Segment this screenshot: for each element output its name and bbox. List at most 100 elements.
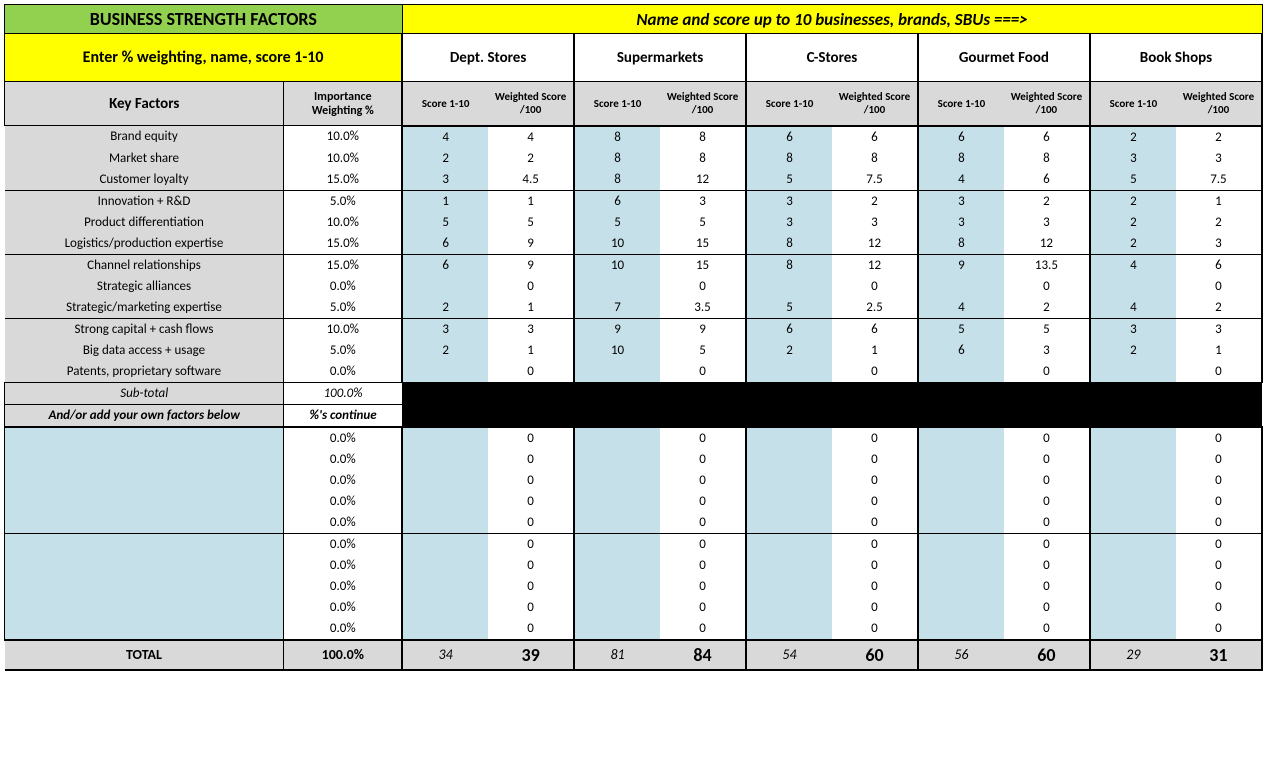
- business-name[interactable]: Gourmet Food: [918, 34, 1090, 82]
- score-cell[interactable]: [574, 361, 660, 383]
- custom-score[interactable]: [746, 512, 832, 534]
- score-cell[interactable]: 3: [1090, 148, 1176, 169]
- score-cell[interactable]: [402, 276, 488, 297]
- custom-weight[interactable]: 0.0%: [284, 491, 402, 512]
- score-cell[interactable]: 5: [574, 212, 660, 233]
- factor-weight[interactable]: 10.0%: [284, 318, 402, 340]
- custom-score[interactable]: [402, 618, 488, 640]
- score-cell[interactable]: 9: [918, 254, 1004, 276]
- score-cell[interactable]: 6: [746, 318, 832, 340]
- score-cell[interactable]: 3: [918, 190, 1004, 212]
- custom-score[interactable]: [574, 470, 660, 491]
- score-cell[interactable]: 4: [918, 169, 1004, 191]
- score-cell[interactable]: 6: [918, 340, 1004, 361]
- score-cell[interactable]: 5: [746, 169, 832, 191]
- custom-score[interactable]: [574, 512, 660, 534]
- score-cell[interactable]: 8: [574, 126, 660, 148]
- custom-score[interactable]: [402, 533, 488, 555]
- custom-score[interactable]: [402, 470, 488, 491]
- custom-score[interactable]: [918, 427, 1004, 449]
- business-name[interactable]: Supermarkets: [574, 34, 746, 82]
- custom-score[interactable]: [402, 491, 488, 512]
- score-cell[interactable]: 2: [402, 340, 488, 361]
- factor-weight[interactable]: 0.0%: [284, 276, 402, 297]
- score-cell[interactable]: [918, 276, 1004, 297]
- custom-factor-name[interactable]: [5, 597, 284, 618]
- score-cell[interactable]: 4: [918, 297, 1004, 319]
- custom-score[interactable]: [1090, 449, 1176, 470]
- score-cell[interactable]: [746, 361, 832, 383]
- score-cell[interactable]: 10: [574, 233, 660, 255]
- score-cell[interactable]: 6: [746, 126, 832, 148]
- score-cell[interactable]: 2: [1090, 212, 1176, 233]
- custom-factor-name[interactable]: [5, 427, 284, 449]
- custom-score[interactable]: [1090, 533, 1176, 555]
- custom-weight[interactable]: 0.0%: [284, 449, 402, 470]
- custom-score[interactable]: [574, 533, 660, 555]
- custom-score[interactable]: [402, 576, 488, 597]
- score-cell[interactable]: 4: [1090, 254, 1176, 276]
- custom-score[interactable]: [574, 427, 660, 449]
- custom-factor-name[interactable]: [5, 491, 284, 512]
- factor-weight[interactable]: 10.0%: [284, 148, 402, 169]
- custom-weight[interactable]: 0.0%: [284, 427, 402, 449]
- custom-score[interactable]: [746, 576, 832, 597]
- score-cell[interactable]: 3: [746, 212, 832, 233]
- score-cell[interactable]: 1: [402, 190, 488, 212]
- score-cell[interactable]: 8: [918, 233, 1004, 255]
- factor-weight[interactable]: 15.0%: [284, 233, 402, 255]
- custom-score[interactable]: [574, 597, 660, 618]
- score-cell[interactable]: 3: [402, 169, 488, 191]
- score-cell[interactable]: 8: [574, 148, 660, 169]
- factor-weight[interactable]: 15.0%: [284, 254, 402, 276]
- score-cell[interactable]: 6: [574, 190, 660, 212]
- custom-score[interactable]: [746, 449, 832, 470]
- score-cell[interactable]: 3: [402, 318, 488, 340]
- custom-score[interactable]: [918, 618, 1004, 640]
- score-cell[interactable]: 6: [402, 254, 488, 276]
- score-cell[interactable]: [1090, 361, 1176, 383]
- custom-factor-name[interactable]: [5, 555, 284, 576]
- custom-score[interactable]: [746, 491, 832, 512]
- custom-weight[interactable]: 0.0%: [284, 555, 402, 576]
- score-cell[interactable]: 2: [1090, 340, 1176, 361]
- score-cell[interactable]: [918, 361, 1004, 383]
- score-cell[interactable]: 6: [402, 233, 488, 255]
- factor-weight[interactable]: 0.0%: [284, 361, 402, 383]
- score-cell[interactable]: 8: [746, 254, 832, 276]
- custom-score[interactable]: [1090, 576, 1176, 597]
- score-cell[interactable]: [1090, 276, 1176, 297]
- custom-factor-name[interactable]: [5, 449, 284, 470]
- custom-score[interactable]: [402, 555, 488, 576]
- custom-score[interactable]: [918, 512, 1004, 534]
- custom-score[interactable]: [918, 555, 1004, 576]
- score-cell[interactable]: 7: [574, 297, 660, 319]
- custom-score[interactable]: [918, 491, 1004, 512]
- score-cell[interactable]: 5: [402, 212, 488, 233]
- score-cell[interactable]: 10: [574, 254, 660, 276]
- score-cell[interactable]: 10: [574, 340, 660, 361]
- score-cell[interactable]: 9: [574, 318, 660, 340]
- custom-score[interactable]: [918, 449, 1004, 470]
- score-cell[interactable]: 3: [918, 212, 1004, 233]
- custom-factor-name[interactable]: [5, 618, 284, 640]
- score-cell[interactable]: [402, 361, 488, 383]
- custom-score[interactable]: [746, 533, 832, 555]
- custom-weight[interactable]: 0.0%: [284, 576, 402, 597]
- custom-score[interactable]: [574, 618, 660, 640]
- custom-factor-name[interactable]: [5, 470, 284, 491]
- score-cell[interactable]: [746, 276, 832, 297]
- score-cell[interactable]: 4: [402, 126, 488, 148]
- factor-weight[interactable]: 15.0%: [284, 169, 402, 191]
- score-cell[interactable]: 8: [574, 169, 660, 191]
- custom-score[interactable]: [918, 576, 1004, 597]
- custom-factor-name[interactable]: [5, 512, 284, 534]
- score-cell[interactable]: 4: [1090, 297, 1176, 319]
- custom-weight[interactable]: 0.0%: [284, 597, 402, 618]
- custom-score[interactable]: [574, 449, 660, 470]
- custom-score[interactable]: [746, 427, 832, 449]
- factor-weight[interactable]: 10.0%: [284, 126, 402, 148]
- score-cell[interactable]: 8: [746, 148, 832, 169]
- score-cell[interactable]: 2: [1090, 190, 1176, 212]
- custom-score[interactable]: [746, 555, 832, 576]
